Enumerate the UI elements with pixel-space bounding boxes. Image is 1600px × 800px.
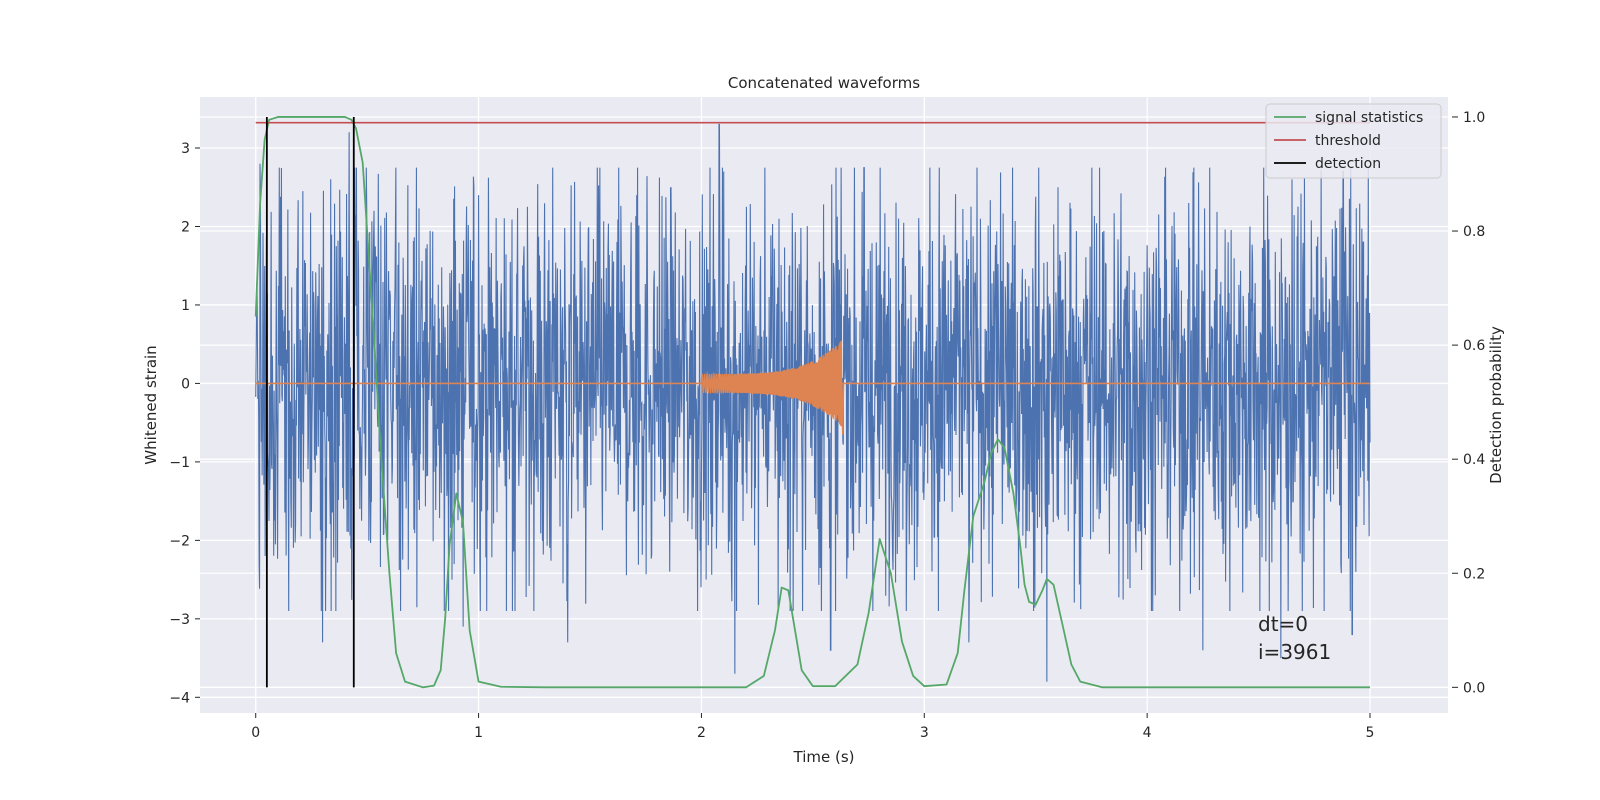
y-axis-label: Whitened strain [142,345,160,464]
signal-statistics-series [254,116,1370,689]
y-tick-label: −4 [169,690,190,706]
y2-tick-label: 0.6 [1463,338,1485,354]
y-tick-label: 3 [181,141,190,157]
legend: signal statistics threshold detection [1265,103,1442,179]
x-axis-label: Time (s) [793,748,855,766]
legend-label-signal: signal statistics [1315,110,1423,126]
axes: 0 1 2 3 4 5 −4 −3 −2 −1 0 1 2 3 0.0 0.2 0.4 0.6 0.8 1.0 [169,110,1485,741]
chart-title: Concatenated waveforms [728,74,920,92]
legend-box [1265,103,1442,179]
x-tick-label: 4 [1143,725,1152,741]
y-tick-label: −2 [169,533,190,549]
y2-tick-label: 0.4 [1463,452,1485,468]
annotation-i: i=3961 [1258,640,1331,664]
legend-label-threshold: threshold [1315,133,1381,149]
x-tick-label: 1 [474,725,483,741]
y2-tick-label: 0.2 [1463,566,1485,582]
signal-statistics-line [254,116,1370,689]
x-tick-label: 0 [251,725,260,741]
x-tick-label: 3 [920,725,929,741]
chirp-trace [700,340,845,435]
y-tick-label: 0 [181,376,190,392]
y2-tick-label: 0.0 [1463,680,1485,696]
x-tick-label: 5 [1366,725,1375,741]
y2-tick-label: 0.8 [1463,224,1485,240]
y-tick-label: −1 [169,455,190,471]
strain-trace [255,123,1371,682]
y-tick-label: 2 [181,219,190,235]
legend-label-detection: detection [1315,156,1381,172]
y-tick-label: −3 [169,612,190,628]
injected-chirp-series [255,340,1370,435]
y-tick-label: 1 [181,298,190,314]
whitened-strain-series [255,123,1371,682]
y2-tick-label: 1.0 [1463,110,1485,126]
x-tick-label: 2 [697,725,706,741]
y2-axis-label: Detection probability [1487,326,1505,484]
annotation-dt: dt=0 [1258,612,1308,636]
